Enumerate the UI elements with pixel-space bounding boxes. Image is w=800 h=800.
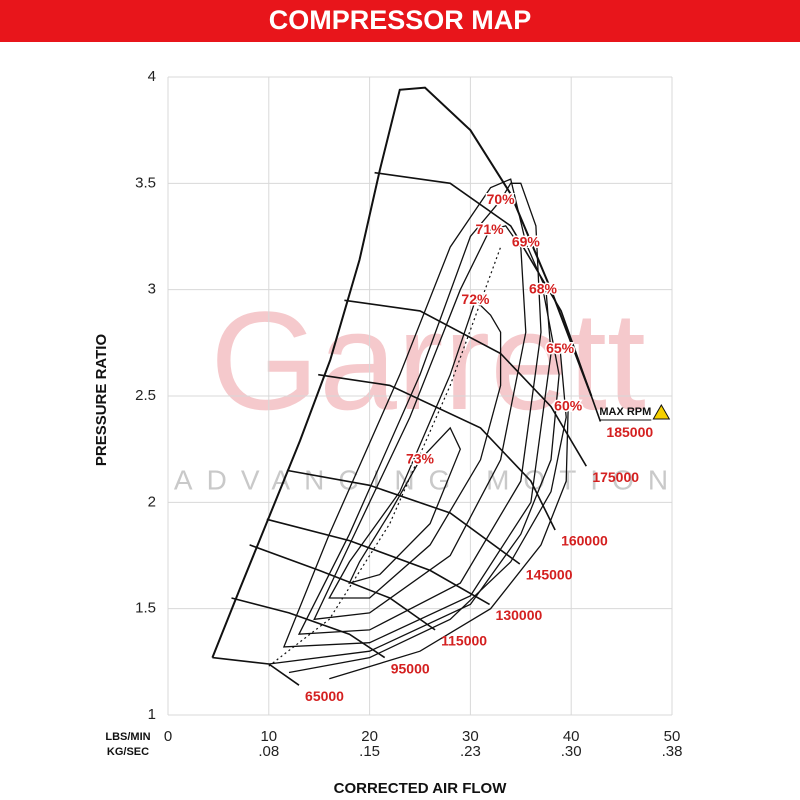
plot-area: 11.522.533.540 10 20 30 40 50.08.15.23.30.386… bbox=[135, 68, 682, 760]
x-tick-label: 20 bbox=[361, 728, 378, 745]
efficiency-label: 70% bbox=[487, 191, 516, 207]
speed-line bbox=[231, 597, 386, 659]
y-tick-label: 4 bbox=[148, 68, 156, 85]
max-rpm-label: MAX RPM bbox=[599, 406, 651, 418]
efficiency-label: 71% bbox=[476, 221, 505, 237]
efficiency-contour bbox=[348, 426, 462, 585]
title-bar bbox=[0, 0, 800, 42]
x-tick-label: 30 bbox=[462, 728, 479, 745]
x2-tick-label: .08 bbox=[258, 743, 279, 760]
chart-title: COMPRESSOR MAP bbox=[269, 5, 532, 35]
efficiency-contour bbox=[328, 299, 502, 599]
speed-line bbox=[374, 171, 602, 422]
y-tick-label: 1 bbox=[148, 706, 156, 723]
speed-label: 175000 bbox=[592, 469, 639, 485]
x2-tick-label: .15 bbox=[359, 743, 380, 760]
y-tick-label: 3.5 bbox=[135, 174, 156, 191]
efficiency-contour bbox=[313, 225, 527, 621]
efficiency-contour bbox=[282, 178, 552, 648]
efficiency-contour bbox=[288, 349, 567, 674]
x2-unit-label: KG/SEC bbox=[107, 746, 149, 758]
y-tick-label: 3 bbox=[148, 281, 156, 298]
y-tick-label: 2.5 bbox=[135, 387, 156, 404]
surge-boundary bbox=[211, 86, 593, 658]
x2-tick-label: .30 bbox=[561, 743, 582, 760]
speed-label: 145000 bbox=[526, 567, 573, 583]
efficiency-label: 72% bbox=[461, 291, 490, 307]
watermark-tagline: ADVANCING MOTION bbox=[174, 464, 682, 495]
x-tick-label: 50 bbox=[664, 728, 681, 745]
x-tick-label: 40 bbox=[563, 728, 580, 745]
warning-icon bbox=[652, 403, 671, 420]
efficiency-contour bbox=[329, 406, 569, 680]
y-tick-label: 1.5 bbox=[135, 600, 156, 617]
efficiency-label: 73% bbox=[406, 451, 435, 467]
speed-label: 160000 bbox=[561, 533, 608, 549]
x-axis-label: CORRECTED AIR FLOW bbox=[334, 780, 508, 797]
speed-line bbox=[286, 469, 521, 565]
efficiency-contour bbox=[297, 182, 542, 635]
speed-line bbox=[344, 299, 587, 467]
efficiency-label: 65% bbox=[546, 340, 575, 356]
watermark-brand: Garrett bbox=[210, 282, 646, 439]
speed-line bbox=[249, 544, 436, 631]
speed-line bbox=[212, 656, 300, 686]
peak-efficiency-line bbox=[268, 246, 502, 667]
speed-line bbox=[318, 373, 556, 531]
speed-label: 130000 bbox=[496, 607, 543, 623]
y-axis-label: PRESSURE RATIO bbox=[93, 334, 110, 467]
x-tick-label: 0 bbox=[164, 728, 172, 745]
speed-line bbox=[266, 518, 490, 606]
efficiency-label: 60% bbox=[554, 397, 583, 413]
speed-label: 95000 bbox=[391, 660, 430, 676]
x-unit-label: LBS/MIN bbox=[105, 731, 150, 743]
efficiency-contour bbox=[268, 289, 560, 665]
speed-label: 185000 bbox=[606, 424, 653, 440]
x2-tick-label: .23 bbox=[460, 743, 481, 760]
efficiency-label: 69% bbox=[512, 234, 541, 250]
speed-label: 65000 bbox=[305, 688, 344, 704]
efficiency-label: 68% bbox=[529, 280, 558, 296]
y-tick-label: 2 bbox=[148, 493, 156, 510]
x-tick-label: 10 bbox=[260, 728, 277, 745]
speed-label: 115000 bbox=[441, 633, 487, 649]
x2-tick-label: .38 bbox=[662, 743, 683, 760]
